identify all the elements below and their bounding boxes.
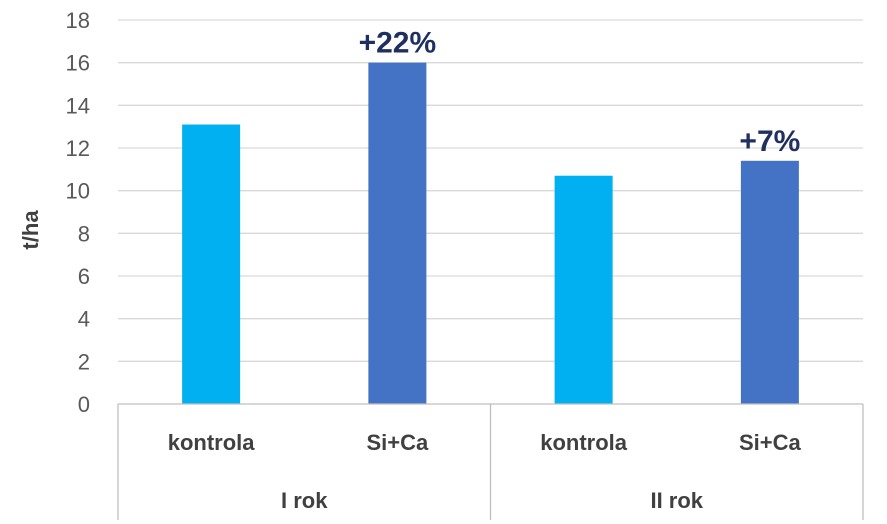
y-axis-label: t/ha <box>18 210 43 250</box>
category-label: kontrola <box>540 430 628 455</box>
y-tick-label: 2 <box>78 349 90 374</box>
gridlines <box>118 19 863 362</box>
category-label: Si+Ca <box>739 430 802 455</box>
category-label: kontrola <box>168 430 256 455</box>
y-tick-label: 6 <box>78 264 90 289</box>
group-label: II rok <box>650 488 703 513</box>
bar-annotation: +22% <box>359 27 437 60</box>
y-tick-label: 16 <box>66 51 90 76</box>
y-axis-ticks: 0 2 4 6 8 10 12 14 16 18 <box>66 8 90 417</box>
bar <box>368 62 427 405</box>
bar <box>554 175 613 404</box>
y-tick-label: 4 <box>78 307 90 332</box>
category-axis <box>117 403 864 520</box>
bar-annotations: +22% +7% <box>359 27 801 158</box>
bar-annotation: +7% <box>739 125 800 158</box>
bar <box>740 160 799 404</box>
group-label: I rok <box>281 488 328 513</box>
bars <box>182 62 799 405</box>
y-tick-label: 0 <box>78 392 90 417</box>
bar <box>182 124 241 405</box>
y-tick-label: 14 <box>66 93 90 118</box>
category-label: Si+Ca <box>366 430 429 455</box>
y-tick-label: 10 <box>66 179 90 204</box>
y-tick-label: 8 <box>78 221 90 246</box>
y-tick-label: 12 <box>66 136 90 161</box>
y-tick-label: 18 <box>66 8 90 33</box>
category-labels: kontrola Si+Ca I rok kontrola Si+Ca II rok <box>168 430 802 513</box>
